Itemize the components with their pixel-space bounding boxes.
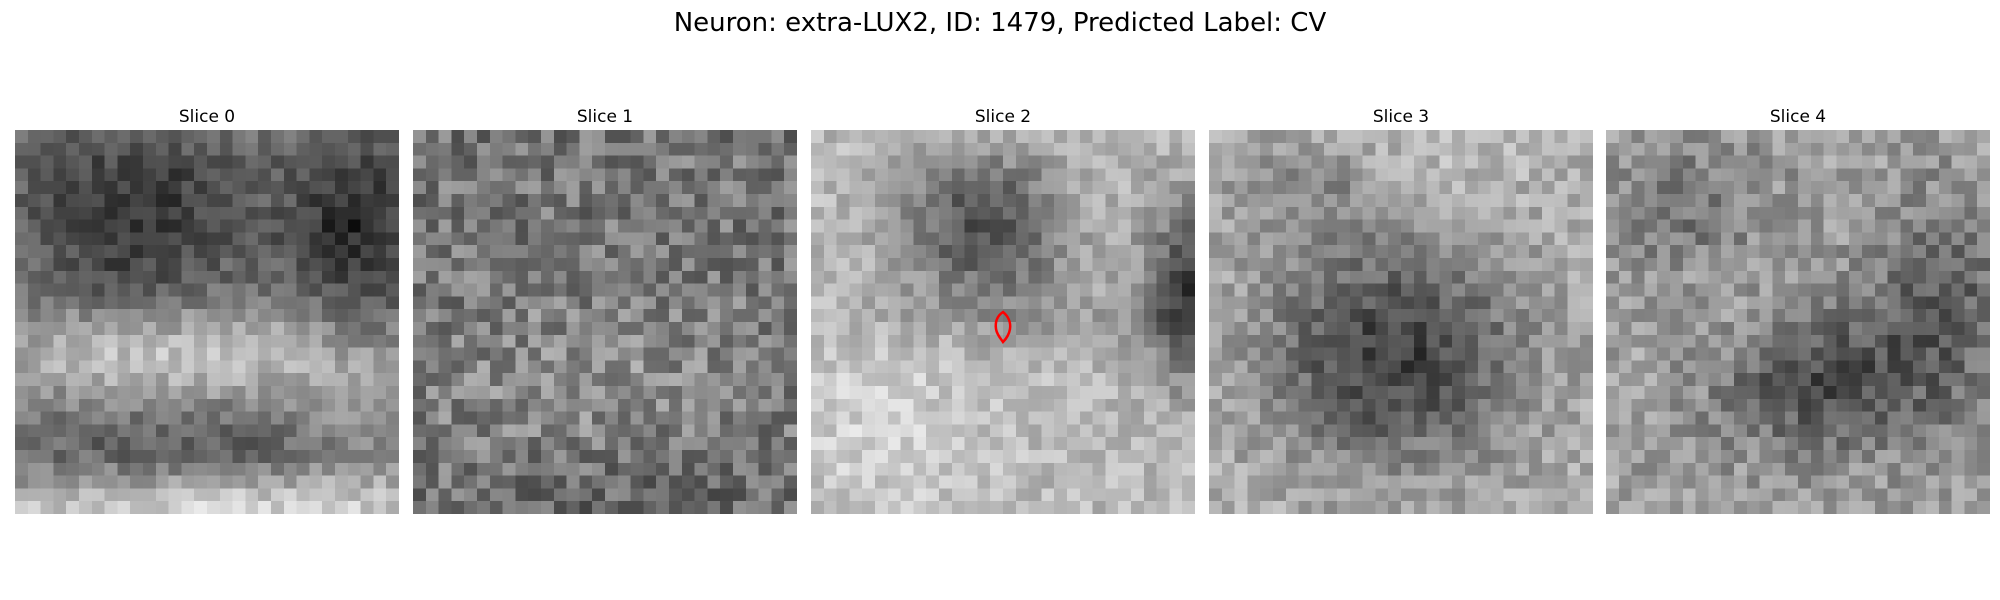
slice-title: Slice 4 — [1769, 107, 1827, 127]
slice-image-wrap — [811, 130, 1195, 514]
slice-image — [811, 130, 1195, 514]
slice-title: Slice 0 — [178, 107, 236, 127]
slice-image — [413, 130, 797, 514]
slice-image-wrap — [1606, 130, 1990, 514]
slice-panel-4: Slice 4 — [1606, 106, 1990, 514]
slice-panel-2: Slice 2 — [811, 106, 1195, 514]
slice-image — [1209, 130, 1593, 514]
slice-image-wrap — [1209, 130, 1593, 514]
slice-image-wrap — [413, 130, 797, 514]
slice-image — [15, 130, 399, 514]
slice-image — [1606, 130, 1990, 514]
slice-panel-0: Slice 0 — [15, 106, 399, 514]
slice-image-wrap — [15, 130, 399, 514]
slice-title: Slice 2 — [974, 107, 1032, 127]
slice-panel-1: Slice 1 — [413, 106, 797, 514]
figure-title: Neuron: extra-LUX2, ID: 1479, Predicted … — [673, 8, 1327, 38]
slice-title: Slice 1 — [576, 107, 634, 127]
slice-title: Slice 3 — [1372, 107, 1430, 127]
slice-panel-3: Slice 3 — [1209, 106, 1593, 514]
